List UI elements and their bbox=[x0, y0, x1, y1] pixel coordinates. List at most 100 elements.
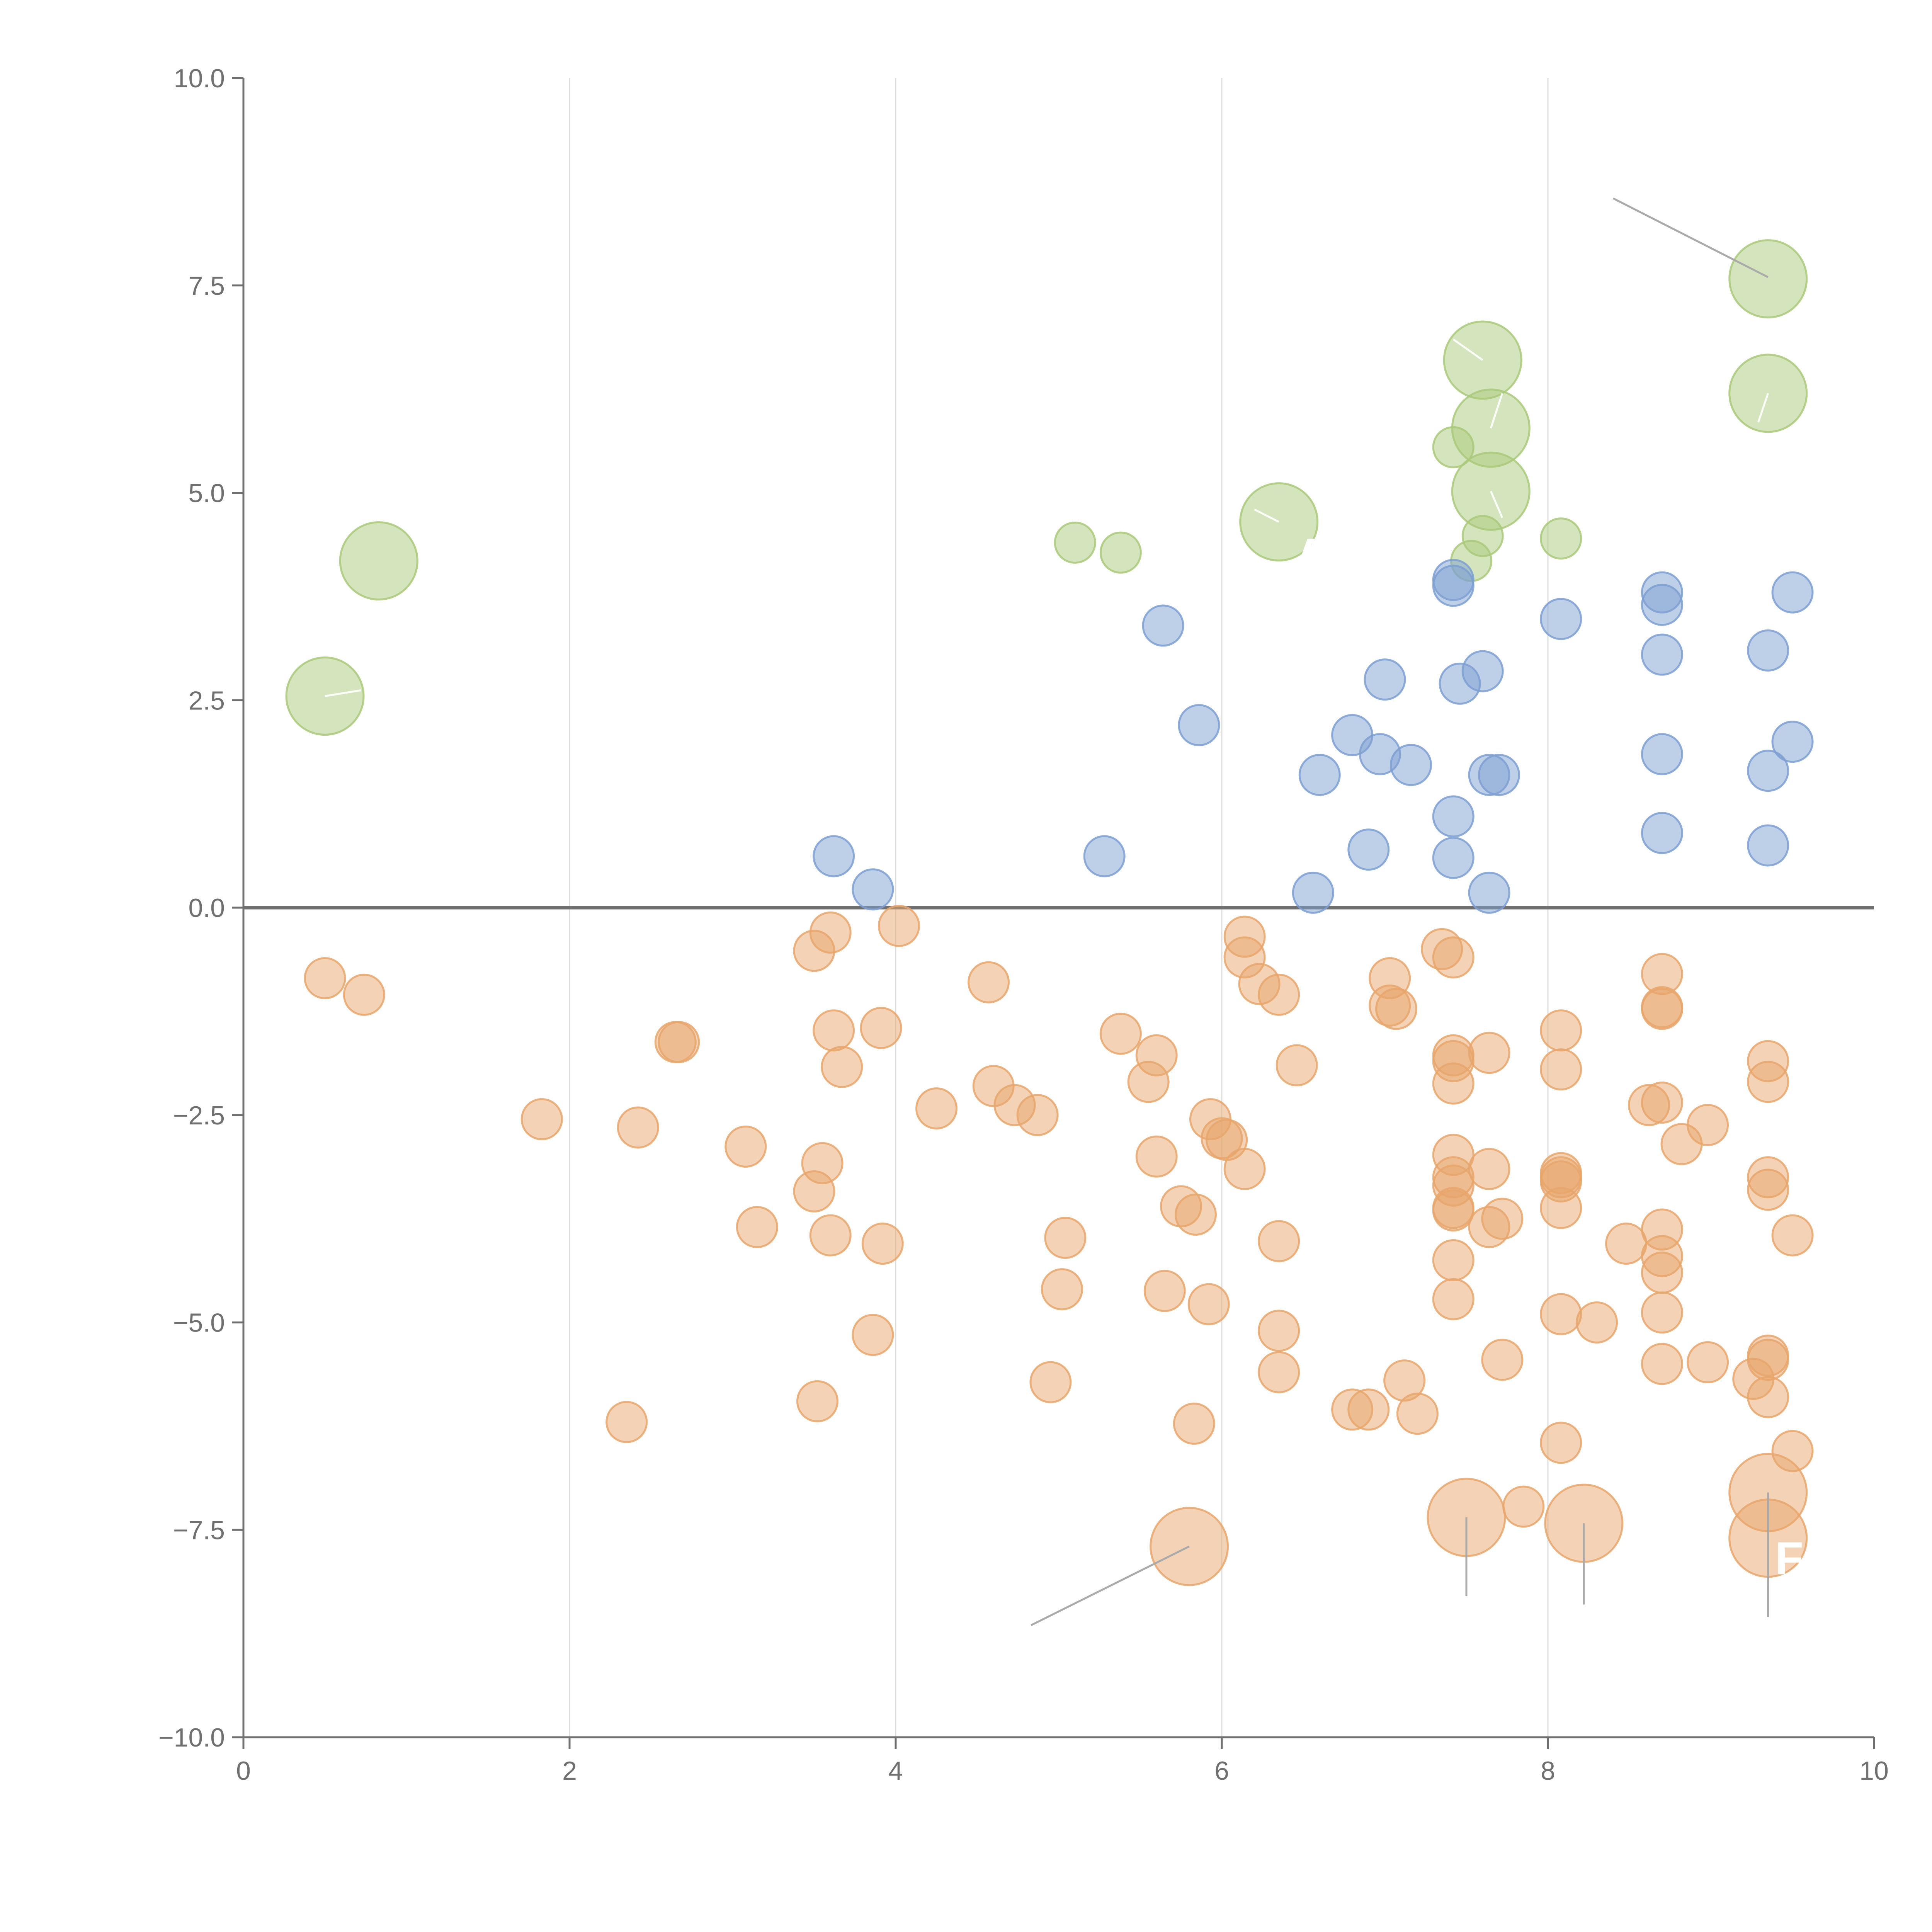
annotation-labels: AF bbox=[1295, 529, 1803, 1585]
orange-point bbox=[1375, 988, 1418, 1030]
data-points bbox=[285, 239, 1814, 1586]
leader-line bbox=[325, 689, 361, 697]
orange-point bbox=[1258, 1220, 1300, 1262]
orange-point bbox=[1641, 1291, 1683, 1334]
orange-point bbox=[605, 1401, 648, 1443]
orange-point bbox=[1747, 1061, 1789, 1103]
orange-point bbox=[1481, 1338, 1524, 1381]
orange-point bbox=[1641, 1343, 1683, 1385]
orange-point bbox=[736, 1206, 778, 1248]
leader-line bbox=[1452, 338, 1483, 361]
x-tick-label: 6 bbox=[1214, 1756, 1229, 1786]
leader-line bbox=[1490, 393, 1503, 429]
y-tick-label: 5.0 bbox=[188, 479, 225, 508]
blue-point bbox=[1771, 721, 1814, 763]
orange-point bbox=[1258, 1310, 1300, 1352]
blue-point bbox=[813, 835, 855, 878]
orange-point bbox=[1747, 1338, 1789, 1381]
orange-point bbox=[878, 905, 920, 947]
blue-point bbox=[1747, 629, 1789, 672]
orange-point bbox=[1771, 1214, 1814, 1257]
orange-point bbox=[1747, 1376, 1789, 1418]
blue-point bbox=[1364, 658, 1406, 701]
orange-point bbox=[1396, 1393, 1439, 1435]
orange-point bbox=[1041, 1268, 1083, 1311]
blue-point bbox=[1540, 598, 1582, 640]
green-point bbox=[1054, 521, 1096, 564]
blue-point bbox=[1178, 704, 1220, 747]
orange-point bbox=[1432, 936, 1475, 979]
blue-point bbox=[1432, 837, 1475, 879]
blue-point bbox=[1641, 812, 1683, 854]
orange-point bbox=[1029, 1361, 1072, 1403]
orange-point bbox=[809, 1214, 852, 1257]
orange-point bbox=[1223, 1148, 1266, 1190]
orange-point bbox=[1540, 1009, 1582, 1052]
axes: 10.0 7.5 5.0 2.5 0.0 −2.5 −5.0 −7.5 −10.0 0 2 4 6 8 10 bbox=[158, 64, 1889, 1786]
x-tick-label: 2 bbox=[562, 1756, 577, 1786]
blue-point bbox=[1468, 871, 1510, 914]
orange-point bbox=[1432, 1239, 1475, 1281]
orange-point bbox=[1143, 1270, 1186, 1312]
orange-point bbox=[801, 1142, 844, 1184]
orange-point bbox=[1432, 1189, 1475, 1232]
orange-point bbox=[1258, 973, 1300, 1016]
blue-point bbox=[1478, 753, 1520, 796]
orange-point bbox=[1016, 1094, 1059, 1136]
orange-point bbox=[1540, 1422, 1582, 1464]
x-tick-label: 8 bbox=[1541, 1756, 1555, 1786]
blue-point bbox=[1432, 795, 1475, 838]
blue-point bbox=[1641, 633, 1683, 676]
green-point bbox=[339, 521, 418, 601]
annotation-label: F bbox=[1775, 1532, 1803, 1584]
orange-point bbox=[1468, 1148, 1510, 1190]
leader-line bbox=[1490, 491, 1503, 518]
blue-point bbox=[1641, 583, 1683, 626]
blue-point bbox=[1292, 871, 1334, 914]
orange-point bbox=[520, 1098, 563, 1140]
orange-point bbox=[809, 911, 852, 954]
y-tick-label: −2.5 bbox=[173, 1101, 225, 1130]
blue-point bbox=[1142, 604, 1184, 647]
y-tick-label: −5.0 bbox=[173, 1308, 225, 1338]
orange-point bbox=[1174, 1193, 1217, 1236]
y-tick-label: 0.0 bbox=[188, 893, 225, 923]
y-tick-label: −10.0 bbox=[158, 1723, 225, 1752]
blue-point bbox=[1347, 828, 1390, 871]
blue-point bbox=[1641, 733, 1683, 776]
orange-point bbox=[1276, 1044, 1318, 1087]
orange-point bbox=[304, 957, 346, 999]
orange-point bbox=[1432, 1278, 1475, 1320]
orange-point bbox=[1576, 1301, 1618, 1344]
orange-point bbox=[1099, 1012, 1142, 1055]
leader-line bbox=[1612, 197, 1769, 278]
blue-point bbox=[1432, 565, 1475, 607]
blue-point bbox=[1461, 650, 1504, 692]
orange-point bbox=[1605, 1223, 1648, 1265]
orange-point bbox=[1747, 1168, 1789, 1211]
y-tick-label: 10.0 bbox=[174, 64, 225, 93]
x-tick-label: 10 bbox=[1859, 1756, 1889, 1786]
leader-line bbox=[1254, 509, 1279, 523]
orange-point bbox=[860, 1007, 902, 1049]
orange-point bbox=[343, 973, 385, 1016]
orange-point bbox=[861, 1223, 904, 1265]
orange-point bbox=[724, 1125, 767, 1168]
orange-point bbox=[1432, 1062, 1475, 1105]
orange-point bbox=[1135, 1135, 1178, 1178]
leader-line bbox=[1757, 393, 1769, 423]
green-point bbox=[1728, 239, 1808, 319]
orange-point bbox=[1540, 1048, 1582, 1091]
annotation-label: A bbox=[1295, 529, 1328, 581]
x-tick-label: 4 bbox=[888, 1756, 903, 1786]
orange-point bbox=[1468, 1032, 1510, 1074]
y-tick-label: 7.5 bbox=[188, 271, 225, 301]
orange-point bbox=[968, 961, 1010, 1003]
orange-point bbox=[1641, 1082, 1683, 1124]
orange-point bbox=[796, 1380, 838, 1422]
orange-point bbox=[617, 1106, 659, 1149]
blue-point bbox=[1298, 753, 1341, 796]
blue-point bbox=[1747, 824, 1789, 867]
orange-point bbox=[1044, 1217, 1087, 1259]
